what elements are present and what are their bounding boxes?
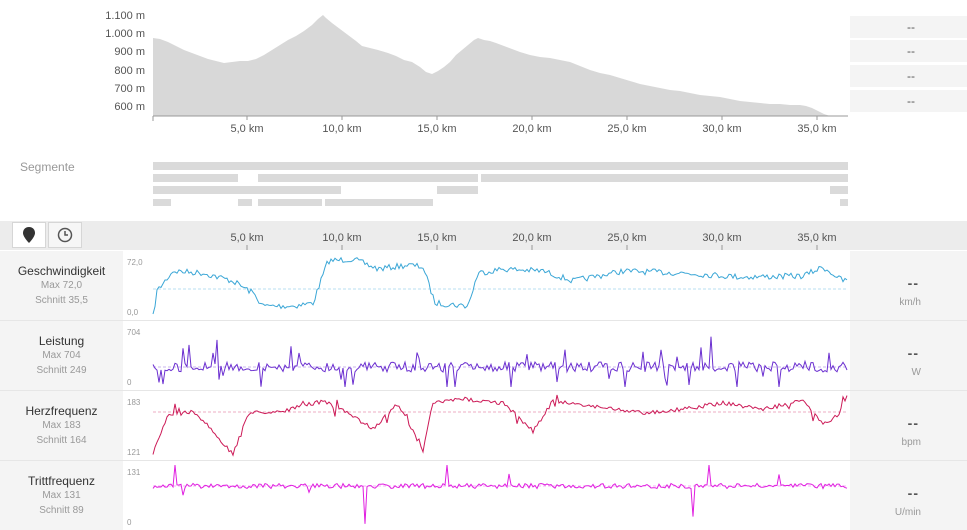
segment-bar[interactable]: [325, 199, 433, 206]
x-tick-label: 30,0 km: [702, 232, 741, 244]
y-tick-label: 1.100 m: [105, 10, 145, 22]
elevation-stat-3: --: [850, 65, 967, 88]
axis-max-label: 131: [127, 468, 141, 477]
x-tick-label: 35,0 km: [797, 232, 836, 244]
x-tick-label: 5,0 km: [230, 123, 263, 135]
elevation-y-axis: 1.100 m 1.000 m 900 m 800 m 700 m 600 m: [105, 10, 145, 113]
axis-min-label: 121: [127, 448, 141, 457]
metric-label-cadence: Trittfrequenz Max 131 Schnitt 89: [0, 461, 123, 530]
segment-bar[interactable]: [830, 186, 848, 194]
segment-bar[interactable]: [258, 174, 478, 182]
elevation-stat-4: --: [850, 90, 967, 113]
axis-max-label: 183: [127, 398, 141, 407]
axis-min-label: 0: [127, 378, 132, 387]
metric-name: Herzfrequenz: [25, 404, 98, 418]
metric-max: Max 183: [42, 420, 81, 431]
y-tick-label: 700 m: [114, 83, 145, 95]
x-tick-label: 30,0 km: [702, 123, 741, 135]
heart-rate-line: [152, 394, 848, 457]
metric-avg: Schnitt 164: [36, 435, 87, 446]
metric-label-heart-rate: Herzfrequenz Max 183 Schnitt 164: [0, 391, 123, 460]
x-tick-label: 5,0 km: [230, 232, 263, 244]
metric-unit: bpm: [901, 437, 921, 448]
segments-bars: [153, 162, 848, 206]
elevation-stat-2: --: [850, 40, 967, 63]
metric-value-cadence: -- U/min: [850, 461, 967, 530]
x-tick-label: 35,0 km: [797, 123, 836, 135]
elevation-chart: 1.100 m 1.000 m 900 m 800 m 700 m 600 m …: [105, 10, 848, 135]
x-tick-label: 20,0 km: [512, 123, 551, 135]
metric-max: Max 72,0: [40, 280, 83, 291]
segment-bar[interactable]: [840, 199, 848, 206]
segment-bar[interactable]: [481, 174, 848, 182]
metric-avg: Schnitt 89: [39, 505, 84, 516]
x-tick-label: 20,0 km: [512, 232, 551, 244]
y-tick-label: 800 m: [114, 65, 145, 77]
segment-bar[interactable]: [153, 186, 341, 194]
metric-unit: W: [911, 367, 921, 378]
segment-bar[interactable]: [153, 199, 171, 206]
metric-max: Max 131: [42, 490, 81, 501]
metric-label-speed: Geschwindigkeit Max 72,0 Schnitt 35,5: [0, 251, 123, 320]
x-tick-label: 10,0 km: [322, 232, 361, 244]
metric-unit: U/min: [894, 507, 921, 518]
x-tick-label: 10,0 km: [322, 123, 361, 135]
cadence-chart: 131 0: [127, 464, 848, 527]
y-tick-label: 900 m: [114, 46, 145, 58]
timeline-toolbar: 5,0 km 10,0 km 15,0 km 20,0 km 25,0 km 3…: [0, 221, 967, 250]
x-tick-label: 25,0 km: [607, 123, 646, 135]
heart-rate-chart: 183 121: [127, 394, 848, 457]
segment-bar[interactable]: [153, 162, 848, 170]
x-tick-label: 25,0 km: [607, 232, 646, 244]
power-chart: 704 0: [127, 328, 848, 388]
x-tick-label: 15,0 km: [417, 232, 456, 244]
distance-mode-button[interactable]: [12, 222, 46, 248]
segment-bar[interactable]: [437, 186, 478, 194]
segment-bar[interactable]: [153, 174, 238, 182]
power-line: [152, 336, 848, 388]
y-tick-label: 600 m: [114, 101, 145, 113]
x-tick-label: 15,0 km: [417, 123, 456, 135]
metric-avg: Schnitt 249: [36, 365, 87, 376]
time-mode-button[interactable]: [48, 222, 82, 248]
axis-min-label: 0: [127, 518, 132, 527]
metric-current-value: --: [907, 275, 919, 291]
metric-label-power: Leistung Max 704 Schnitt 249: [0, 321, 123, 390]
elevation-x-axis: 5,0 km 10,0 km 15,0 km 20,0 km 25,0 km 3…: [230, 116, 837, 135]
axis-max-label: 704: [127, 328, 141, 337]
metric-name: Leistung: [38, 334, 85, 348]
axis-min-label: 0,0: [127, 308, 139, 317]
speed-chart: 72,0 0,0: [127, 256, 848, 317]
segment-bar[interactable]: [238, 199, 252, 206]
y-tick-label: 1.000 m: [105, 28, 145, 40]
timeline-x-axis: 5,0 km 10,0 km 15,0 km 20,0 km 25,0 km 3…: [230, 232, 837, 250]
metric-current-value: --: [907, 415, 919, 431]
map-pin-icon: [23, 227, 35, 243]
metric-unit: km/h: [899, 297, 921, 308]
cadence-line: [152, 464, 848, 524]
metric-value-speed: -- km/h: [850, 251, 967, 320]
metric-max: Max 704: [42, 350, 81, 361]
segments-label: Segmente: [20, 160, 75, 174]
axis-max-label: 72,0: [127, 258, 143, 267]
metric-current-value: --: [907, 485, 919, 501]
clock-icon: [57, 227, 73, 243]
speed-line: [152, 256, 848, 315]
elevation-area: [153, 15, 848, 116]
metric-name: Geschwindigkeit: [17, 264, 106, 278]
metric-current-value: --: [907, 345, 919, 361]
segment-bar[interactable]: [258, 199, 322, 206]
elevation-stat-1: --: [850, 16, 967, 39]
metric-avg: Schnitt 35,5: [35, 295, 88, 306]
metric-name: Trittfrequenz: [28, 474, 95, 488]
metric-value-heart-rate: -- bpm: [850, 391, 967, 460]
metric-value-power: -- W: [850, 321, 967, 390]
